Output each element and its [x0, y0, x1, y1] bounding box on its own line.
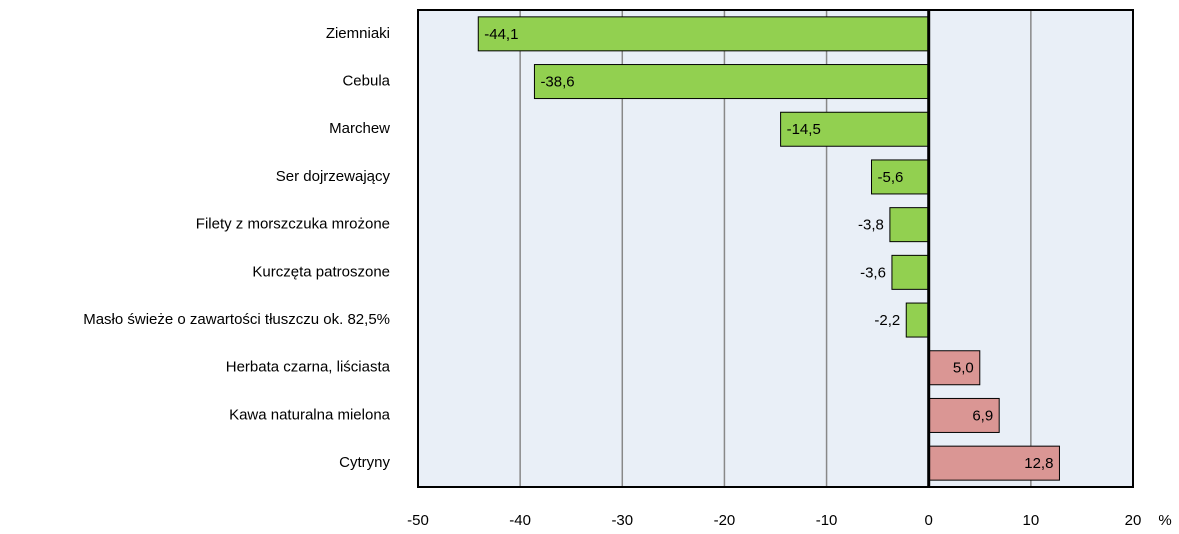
x-tick-label: 10 — [1023, 512, 1040, 529]
plot-border — [417, 9, 1134, 488]
data-label: -44,1 — [484, 26, 518, 43]
bar — [928, 350, 981, 386]
x-tick-label: -20 — [714, 512, 736, 529]
data-label: 5,0 — [953, 360, 974, 377]
y-tick-label: Kawa naturalna mielona — [229, 406, 391, 423]
y-tick-label: Ser dojrzewający — [276, 168, 391, 185]
bar — [889, 207, 930, 243]
x-tick-label: -30 — [611, 512, 633, 529]
bar — [780, 111, 930, 147]
bar — [928, 445, 1060, 481]
data-label: 6,9 — [972, 407, 993, 424]
y-tick-label: Marchew — [329, 120, 390, 137]
bar — [928, 397, 1000, 433]
y-tick-label: Kurczęta patroszone — [252, 263, 390, 280]
x-axis-label: % — [1158, 512, 1171, 529]
data-label: -2,2 — [874, 312, 900, 329]
bar — [891, 254, 930, 290]
data-label: -38,6 — [540, 74, 574, 91]
x-tick-label: 0 — [925, 512, 933, 529]
y-tick-label: Masło świeże o zawartości tłuszczu ok. 8… — [83, 311, 390, 328]
bar — [905, 302, 930, 338]
data-label: -3,6 — [860, 264, 886, 281]
x-tick-label: 20 — [1125, 512, 1142, 529]
data-label: -14,5 — [787, 121, 821, 138]
bar — [477, 16, 930, 52]
y-tick-label: Cebula — [342, 73, 390, 90]
y-tick-label: Ziemniaki — [326, 25, 390, 42]
y-tick-label: Herbata czarna, liściasta — [226, 359, 391, 376]
x-tick-label: -10 — [816, 512, 838, 529]
x-tick-label: -50 — [407, 512, 429, 529]
y-tick-label: Cytryny — [339, 454, 390, 471]
bar — [533, 64, 930, 100]
x-tick-label: -40 — [509, 512, 531, 529]
data-label: -5,6 — [878, 169, 904, 186]
data-label: -3,8 — [858, 217, 884, 234]
y-tick-label: Filety z morszczuka mrożone — [196, 216, 390, 233]
data-label: 12,8 — [1024, 455, 1053, 472]
